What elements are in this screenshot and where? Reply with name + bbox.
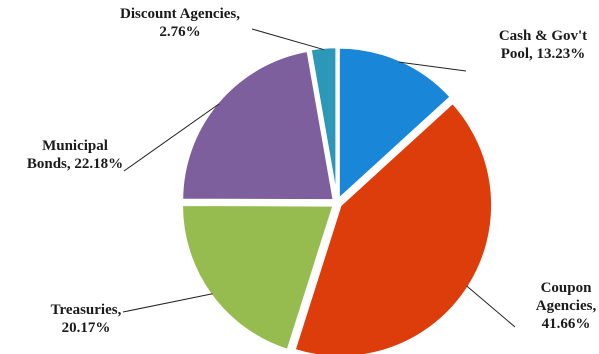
leader-line-discount-agencies xyxy=(251,28,324,51)
leader-line-coupon-agencies xyxy=(466,285,516,328)
slice-label-line: 41.66% xyxy=(542,316,591,332)
slice-label-treasuries: Treasuries, 20.17% xyxy=(51,302,122,336)
pie-slice-municipal-bonds xyxy=(180,49,336,202)
slice-label-line: Municipal xyxy=(42,138,108,154)
slice-labels: Cash & Gov't Pool, 13.23% Coupon Agencies, 4… xyxy=(27,6,597,336)
slice-label-discount-agencies: Discount Agencies, 2.76% xyxy=(120,6,240,40)
slice-label-line: 20.17% xyxy=(62,320,111,336)
pie-slice-treasuries xyxy=(180,203,336,352)
leader-line-treasuries xyxy=(122,293,213,313)
slice-label-line: Treasuries, xyxy=(51,302,122,318)
slice-label-line: Pool, 13.23% xyxy=(501,46,586,62)
slice-label-cash-gov-t-pool: Cash & Gov't Pool, 13.23% xyxy=(499,28,587,62)
slice-label-line: Discount Agencies, xyxy=(120,6,240,22)
pie-slice-cash-gov-t-pool xyxy=(337,46,453,201)
leader-lines xyxy=(122,28,516,328)
slice-label-line: Bonds, 22.18% xyxy=(27,156,123,172)
leader-line-cash-gov-t-pool xyxy=(399,61,467,72)
slice-label-line: Coupon xyxy=(541,280,593,296)
slice-label-coupon-agencies: Coupon Agencies, 41.66% xyxy=(536,280,597,332)
pie-slice-discount-agencies xyxy=(309,45,338,201)
slice-label-line: Cash & Gov't xyxy=(499,28,587,44)
slice-label-line: Agencies, xyxy=(536,298,597,314)
leader-line-municipal-bonds xyxy=(123,103,220,172)
slice-label-municipal-bonds: Municipal Bonds, 22.18% xyxy=(27,138,123,172)
slice-label-line: 2.76% xyxy=(159,24,200,40)
pie-slices xyxy=(180,45,494,354)
